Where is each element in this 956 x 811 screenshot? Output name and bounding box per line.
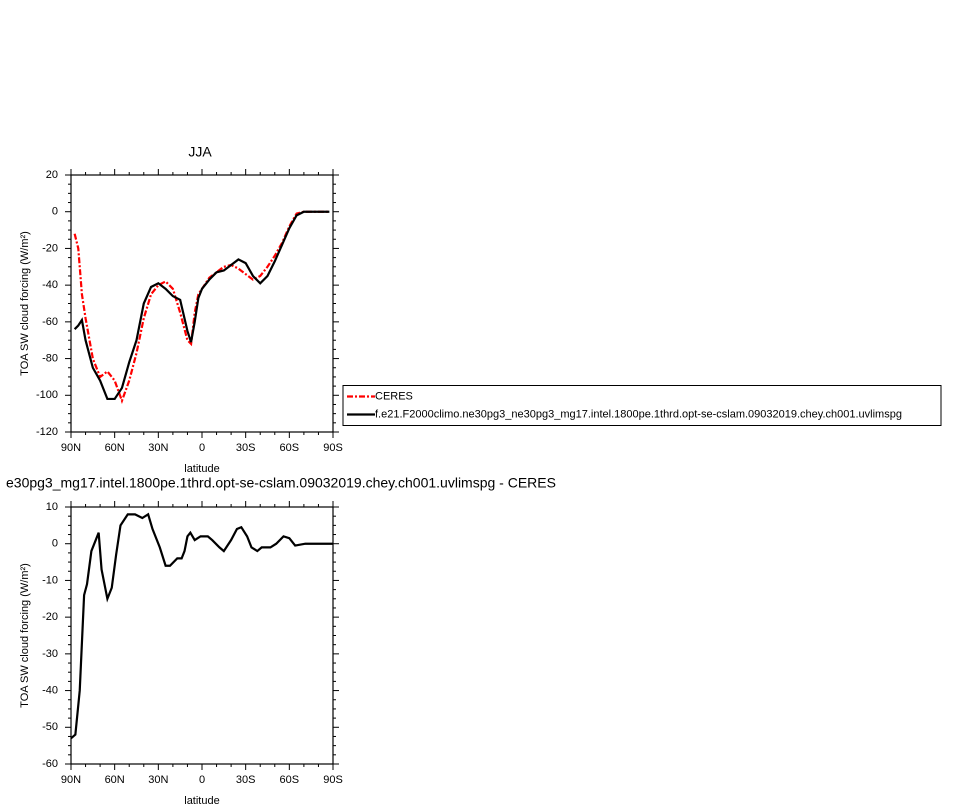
data-line <box>73 210 330 401</box>
x-tick-label: 60N <box>105 774 125 786</box>
y-tick-label: 10 <box>46 501 58 513</box>
x-tick-label: 30S <box>236 442 256 454</box>
x-tick-label: 60N <box>105 442 125 454</box>
x-tick-label: 30S <box>236 774 256 786</box>
x-tick-label: 90N <box>61 442 81 454</box>
y-tick-label: -50 <box>42 721 58 733</box>
y-tick-label: -60 <box>42 316 58 328</box>
y-tick-label: -60 <box>42 758 58 770</box>
legend-box <box>342 385 942 426</box>
y-axis-label: TOA SW cloud forcing (W/m²) <box>19 563 31 708</box>
x-tick-label: 30N <box>148 442 168 454</box>
y-tick-label: -100 <box>36 389 58 401</box>
x-tick-label: 0 <box>199 442 205 454</box>
x-tick-label: 90S <box>323 774 343 786</box>
legend-label: f.e21.F2000climo.ne30pg3_ne30pg3_mg17.in… <box>375 408 902 420</box>
data-line <box>73 210 330 405</box>
y-tick-label: 0 <box>52 538 58 550</box>
x-tick-label: 0 <box>199 774 205 786</box>
x-tick-label: 90N <box>61 774 81 786</box>
legend-label: CERES <box>375 390 413 402</box>
y-tick-label: 0 <box>52 206 58 218</box>
data-line <box>70 512 333 740</box>
y-tick-label: -40 <box>42 279 58 291</box>
chart-title: JJA <box>188 144 212 160</box>
legend: CERES f.e21.F2000climo.ne30pg3_ne30pg3_mg… <box>342 385 942 426</box>
x-tick-label: 60S <box>280 442 300 454</box>
x-axis-label: latitude <box>184 463 219 475</box>
y-tick-label: -20 <box>42 611 58 623</box>
y-tick-label: -10 <box>42 574 58 586</box>
y-tick-label: -20 <box>42 242 58 254</box>
y-tick-label: -120 <box>36 426 58 438</box>
plot-frame <box>70 506 334 765</box>
x-tick-label: 30N <box>148 774 168 786</box>
y-tick-label: -80 <box>42 352 58 364</box>
y-axis-label: TOA SW cloud forcing (W/m²) <box>19 231 31 376</box>
x-tick-label: 90S <box>323 442 343 454</box>
y-tick-label: 20 <box>46 169 58 181</box>
plot-frame <box>70 174 334 433</box>
x-axis-label: latitude <box>184 795 219 807</box>
x-tick-label: 60S <box>280 774 300 786</box>
y-tick-label: -40 <box>42 684 58 696</box>
y-tick-label: -30 <box>42 648 58 660</box>
chart-title: e30pg3_mg17.intel.1800pe.1thrd.opt-se-cs… <box>6 475 556 491</box>
